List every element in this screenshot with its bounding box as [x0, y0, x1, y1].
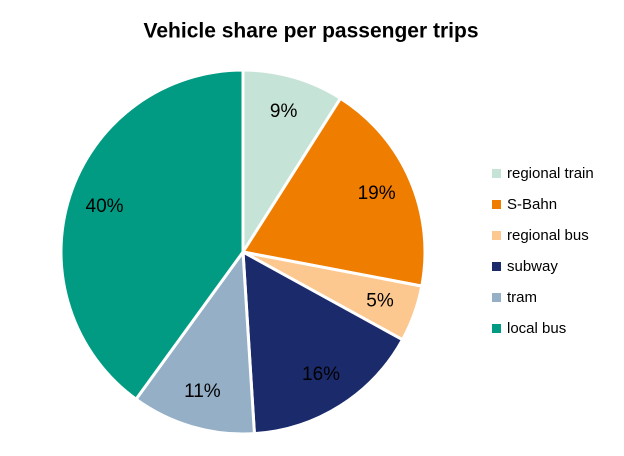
- pie-slice: [241, 68, 343, 258]
- legend-swatch: [492, 293, 501, 302]
- legend-label: regional train: [507, 165, 594, 182]
- pie-slice: [59, 68, 245, 402]
- pie-slice: [241, 249, 405, 436]
- data-label: 5%: [366, 290, 394, 311]
- legend-swatch: [492, 200, 501, 209]
- data-label: 16%: [302, 364, 340, 385]
- data-label: 11%: [184, 381, 221, 402]
- legend-label: tram: [507, 289, 537, 306]
- legend-swatch: [492, 169, 501, 178]
- data-label: 9%: [270, 101, 298, 122]
- pie-slice: [133, 247, 257, 436]
- legend-swatch: [492, 262, 501, 271]
- data-label: 19%: [358, 183, 396, 204]
- legend-label: S-Bahn: [507, 196, 557, 213]
- legend-label: regional bus: [507, 227, 589, 244]
- legend-swatch: [492, 324, 501, 333]
- legend-swatch: [492, 231, 501, 240]
- legend-label: subway: [507, 258, 558, 275]
- data-label: 40%: [86, 196, 124, 217]
- pie-slice: [240, 96, 427, 288]
- chart-title: Vehicle share per passenger trips: [144, 20, 479, 43]
- legend-label: local bus: [507, 320, 566, 337]
